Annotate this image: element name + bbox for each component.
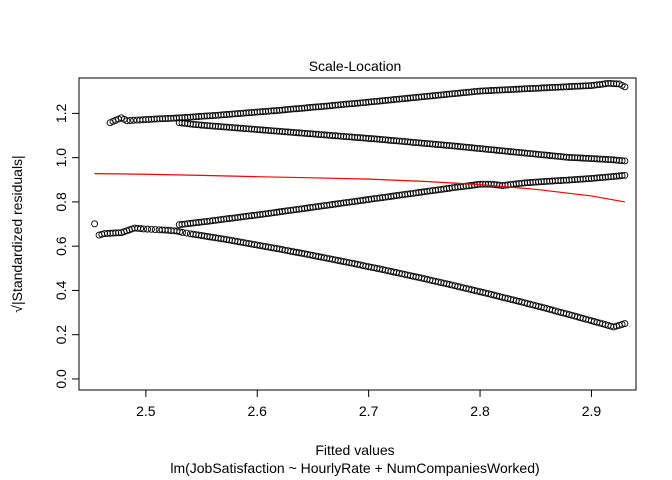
residual-point [621, 320, 629, 328]
residual-band-2 [175, 119, 629, 165]
residual-point [618, 157, 626, 165]
model-caption: lm(JobSatisfaction ~ HourlyRate + NumCom… [170, 460, 539, 476]
residual-point [183, 229, 190, 237]
x-axis-title: Fitted values [315, 442, 394, 458]
x-tick-label: 2.5 [136, 403, 156, 419]
residual-point [126, 117, 134, 124]
y-tick-label: 0.4 [53, 280, 69, 300]
x-tick-label: 2.8 [470, 403, 490, 419]
y-tick-label: 1.2 [53, 103, 69, 123]
y-tick-label: 0.0 [53, 369, 69, 389]
residual-band-3 [175, 171, 629, 229]
residual-point [618, 321, 626, 328]
residual-point [123, 117, 131, 125]
y-axis-title: √|Standardized residuals| [9, 155, 25, 312]
chart-title: Scale-Location [309, 58, 402, 74]
x-tick-label: 2.9 [582, 403, 602, 419]
residual-band-4 [91, 220, 629, 331]
y-tick-label: 0.6 [53, 236, 69, 256]
residual-point [618, 172, 626, 180]
residual-point [151, 226, 159, 234]
residual-band-1 [106, 79, 629, 127]
residual-point [140, 225, 148, 233]
residual-point [91, 220, 99, 228]
residual-point [621, 157, 629, 165]
residual-point [137, 225, 145, 233]
x-axis: 2.5 2.6 2.7 2.8 2.9 [136, 389, 602, 419]
y-tick-label: 0.2 [53, 325, 69, 345]
smooth-trend-line [94, 172, 625, 203]
chart-marks [91, 79, 629, 331]
y-axis: 0.0 0.2 0.4 0.6 0.8 1.0 1.2 [53, 103, 80, 389]
y-tick-label: 0.8 [53, 192, 69, 212]
y-tick-label: 1.0 [53, 148, 69, 168]
residual-point [144, 225, 151, 233]
x-tick-label: 2.6 [248, 403, 268, 419]
residual-point [147, 225, 155, 233]
x-tick-label: 2.7 [359, 403, 379, 419]
residual-point [176, 228, 184, 236]
residual-point [179, 228, 187, 236]
residual-point [621, 171, 629, 179]
residual-point [621, 83, 629, 91]
